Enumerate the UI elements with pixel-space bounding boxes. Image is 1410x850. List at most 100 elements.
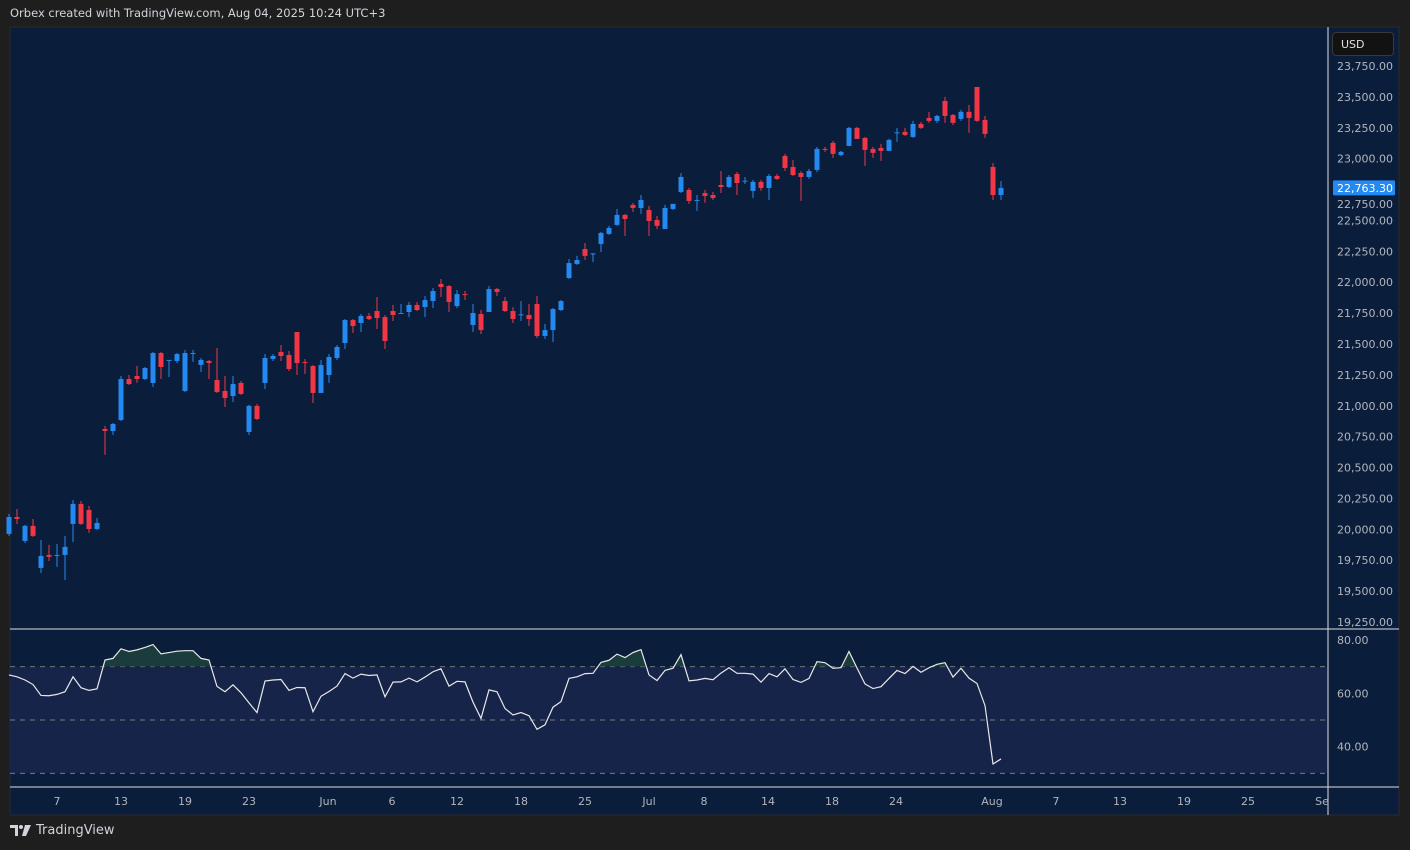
candle [558,300,564,312]
time-tick-label: 14 [761,795,775,808]
candle-body [302,362,308,364]
time-axis[interactable]: 7 13 19 23 Jun 6 12 18 25 Jul 8 14 18 24 Aug 7 13 19 25 Se [54,795,1330,808]
candle-body [310,366,316,393]
price-tick-label: 20,250.00 [1337,492,1393,505]
candle-body [558,301,564,311]
candle-body [150,353,156,383]
candle-body [598,232,604,244]
candle [710,191,716,200]
candle-body [894,132,900,134]
candle [878,143,884,161]
candle-body [174,354,180,361]
rsi-axis[interactable]: 80.00 60.00 40.00 [1337,634,1369,754]
candle [846,126,852,146]
candle-body [454,294,460,307]
candle [222,376,228,408]
candle-body [118,378,124,420]
candle-body [134,376,140,379]
candle-body [102,429,108,431]
candle-body [902,131,908,135]
candle-body [550,309,556,331]
candle [918,121,924,129]
time-tick-label: 19 [1177,795,1191,808]
rsi-band [10,667,1328,773]
price-axis[interactable]: 23,750.00 23,500.00 23,250.00 23,000.00 22,7… [1337,60,1393,629]
candle-body [54,554,60,556]
candle [190,349,196,362]
candle-body [678,176,684,192]
candle [150,352,156,388]
candle-body [406,304,412,313]
candle [614,208,620,226]
time-tick-label: Jul [641,795,655,808]
rsi-pane [8,643,1002,766]
candle [694,194,700,211]
candle [718,171,724,194]
candle-body [702,193,708,196]
candle-body [750,181,756,191]
candle-body [262,357,268,383]
time-tick-label: Se [1315,795,1329,808]
candle [814,146,820,173]
candle-body [22,525,28,541]
candle [166,359,172,378]
candle [550,308,556,343]
time-tick-label: 8 [701,795,708,808]
candles [6,87,1004,580]
candle [518,301,524,322]
tradingview-logo[interactable]: TradingView [10,823,115,838]
candle-body [942,100,948,116]
candle [742,176,748,184]
candle [542,323,548,339]
candle-body [662,207,668,229]
candle-body [918,123,924,128]
candle [702,189,708,203]
candle-body [390,311,396,315]
candle-body [478,313,484,331]
candle-body [878,147,884,151]
candle [294,332,300,376]
time-tick-label: 25 [1241,795,1255,808]
candle-body [566,263,572,279]
candle-body [94,522,100,529]
candle [254,403,260,420]
candle [622,213,628,236]
candle-body [630,204,636,208]
candle [38,539,44,573]
candle-body [62,546,68,555]
candle [926,111,932,123]
candle-body [358,315,364,324]
candle [302,358,308,375]
candle [142,366,148,380]
candle [446,285,452,313]
time-tick-label: 7 [54,795,61,808]
price-tick-label: 20,000.00 [1337,523,1393,536]
time-tick-label: 25 [578,795,592,808]
candle [534,296,540,338]
candle [310,365,316,403]
candle-body [334,346,340,358]
candle-body [526,314,532,320]
candle-body [726,176,732,187]
candle-body [950,114,956,123]
candle-body [766,175,772,188]
rsi-tick-label: 80.00 [1337,634,1369,647]
candle-body [70,503,76,524]
candle-body [214,379,220,392]
candle-body [86,509,92,529]
candle [94,517,100,530]
candle-body [414,304,420,311]
candle [574,255,580,265]
currency-button[interactable]: USD [1332,32,1394,56]
time-tick-label: 6 [389,795,396,808]
candle-body [438,283,444,288]
candle-body [990,166,996,195]
candle [318,359,324,393]
price-tick-label: 19,750.00 [1337,554,1393,567]
candle [806,168,812,179]
price-tick-label: 19,250.00 [1337,616,1393,629]
candle-body [862,137,868,150]
candle-body [870,148,876,153]
candle-body [782,155,788,168]
